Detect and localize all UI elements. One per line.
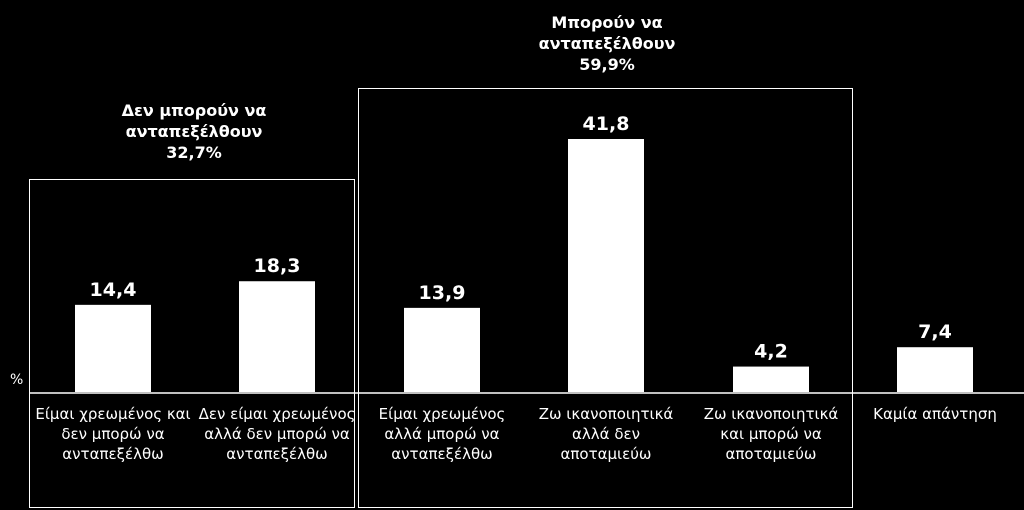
group-box-can-cope bbox=[358, 88, 853, 508]
value-label: 7,4 bbox=[918, 321, 952, 343]
category-label: Είμαι χρεωμένος αλλά μπορώ να ανταπεξέλθ… bbox=[378, 405, 506, 463]
category-label: Καμία απάντηση bbox=[873, 405, 997, 423]
value-label: 18,3 bbox=[254, 255, 301, 277]
value-labels-group: 14,4 18,3 13,9 41,8 4,2 7,4 bbox=[90, 113, 952, 363]
group-label-line: ανταπεξέλθουν bbox=[125, 122, 263, 141]
group-label-line: Δεν μπορούν να bbox=[121, 101, 267, 120]
bar bbox=[897, 347, 973, 392]
bar bbox=[568, 139, 644, 392]
group-label-line: ανταπεξέλθουν bbox=[538, 34, 676, 53]
bar bbox=[75, 304, 151, 392]
value-label: 4,2 bbox=[754, 341, 788, 363]
unit-label: % bbox=[10, 372, 24, 388]
bar bbox=[239, 281, 315, 392]
value-label: 41,8 bbox=[583, 113, 630, 135]
value-label: 14,4 bbox=[90, 279, 137, 301]
group-label-can-cope: Μπορούν να ανταπεξέλθουν 59,9% bbox=[517, 12, 697, 75]
category-label: Ζω ικανοποιητικά αλλά δεν αποταμιεύω bbox=[538, 405, 674, 463]
group-label-percent: 59,9% bbox=[579, 55, 635, 74]
category-label: Είμαι χρεωμένος και δεν μπορώ να ανταπεξ… bbox=[35, 405, 191, 463]
value-label: 13,9 bbox=[419, 282, 466, 304]
group-label-cannot-cope: Δεν μπορούν να ανταπεξέλθουν 32,7% bbox=[104, 100, 284, 163]
group-box-cannot-cope bbox=[29, 179, 355, 508]
bar bbox=[404, 307, 480, 392]
bar bbox=[733, 366, 809, 392]
category-label: Ζω ικανοποιητικά και μπορώ να αποταμιεύω bbox=[703, 405, 839, 463]
group-label-line: Μπορούν να bbox=[551, 13, 663, 32]
category-label: Δεν είμαι χρεωμένος αλλά δεν μπορώ να αν… bbox=[198, 405, 356, 463]
group-label-percent: 32,7% bbox=[166, 143, 222, 162]
bars-group bbox=[75, 139, 973, 392]
